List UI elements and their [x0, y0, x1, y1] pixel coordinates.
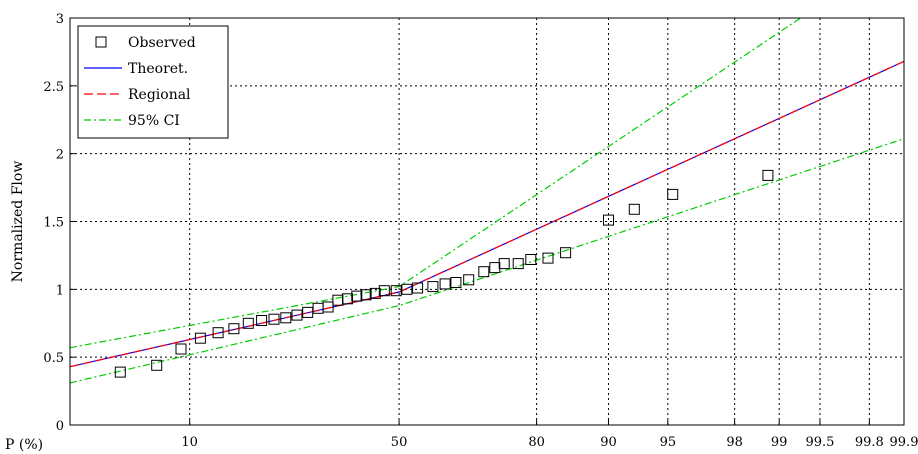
- observed-point: [463, 274, 475, 286]
- observed-point: [360, 289, 372, 301]
- observed-point: [342, 293, 353, 305]
- legend-label: 95% CI: [128, 113, 180, 129]
- observed-point: [114, 366, 126, 378]
- observed-point: [194, 332, 206, 344]
- observed-point: [628, 203, 640, 215]
- observed-point: [498, 258, 510, 270]
- y-tick-label: 0: [56, 419, 64, 434]
- observed-point: [390, 285, 402, 297]
- y-tick-label: 2: [56, 148, 64, 163]
- series-lines: [70, 18, 904, 384]
- observed-point: [228, 323, 240, 335]
- observed-point: [525, 254, 537, 265]
- observed-point: [427, 281, 439, 293]
- observed-point: [512, 258, 524, 270]
- x-tick-label: 10: [181, 435, 198, 450]
- y-tick-label: 2.5: [43, 80, 64, 95]
- y-tick-label: 3: [56, 12, 64, 27]
- observed-point: [439, 278, 451, 290]
- observed-point: [667, 188, 679, 200]
- observed-point: [560, 247, 572, 259]
- plot-frame: [69, 17, 905, 426]
- observed-point: [542, 252, 554, 264]
- legend-label: Theoret.: [128, 61, 188, 77]
- observed-point: [175, 343, 187, 355]
- legend-label: Regional: [128, 87, 191, 103]
- observed-point: [401, 283, 413, 295]
- x-tick-labels: 10 50 80 90 95 98 99 99.5 99.8 99.9: [181, 435, 918, 450]
- y-tick-label: 1: [56, 283, 64, 298]
- observed-point: [291, 309, 303, 321]
- observed-point: [351, 290, 363, 302]
- observed-point: [256, 315, 268, 326]
- observed-point: [268, 313, 280, 325]
- observed-point: [412, 282, 424, 294]
- x-tick-label: 90: [600, 435, 617, 450]
- observed-point: [450, 277, 462, 288]
- legend-box: [77, 25, 229, 139]
- observed-point: [322, 301, 334, 313]
- observed-markers: [114, 169, 774, 378]
- y-tick-label: 0.5: [43, 351, 64, 366]
- x-tick-label: 99: [771, 435, 788, 450]
- x-tick-label: 99.5: [805, 435, 834, 450]
- observed-point: [378, 285, 390, 297]
- series-line-95-ci: [70, 138, 904, 384]
- legend-swatch-observed: [95, 36, 107, 48]
- observed-point: [489, 262, 501, 274]
- legend-label: Observed: [128, 35, 196, 51]
- x-tick-label: 95: [660, 435, 677, 450]
- grid: [70, 17, 905, 426]
- x-tick-label: 80: [528, 435, 545, 450]
- observed-point: [603, 214, 614, 226]
- y-axis-label: Normalized Flow: [10, 161, 26, 283]
- observed-point: [762, 169, 774, 181]
- observed-point: [212, 327, 224, 339]
- observed-point: [332, 294, 344, 306]
- x-tick-label: 98: [726, 435, 743, 450]
- observed-point: [280, 312, 292, 324]
- observed-point: [369, 287, 381, 299]
- x-tick-label: 99.9: [890, 435, 918, 450]
- series-line-95-ci: [70, 18, 801, 349]
- x-axis-label: P (%): [5, 437, 43, 453]
- x-tick-label: 50: [391, 435, 408, 450]
- observed-point: [312, 302, 324, 314]
- y-tick-labels: 0 0.5 1 1.5 2 2.5 3: [43, 12, 64, 434]
- observed-point: [151, 359, 163, 371]
- series-line-regional: [70, 60, 904, 368]
- observed-point: [242, 317, 254, 329]
- y-tick-label: 1.5: [43, 216, 64, 231]
- observed-point: [478, 266, 490, 278]
- x-tick-label: 99.8: [855, 435, 884, 450]
- legend: Observed Theoret. Regional 95% CI: [77, 25, 229, 139]
